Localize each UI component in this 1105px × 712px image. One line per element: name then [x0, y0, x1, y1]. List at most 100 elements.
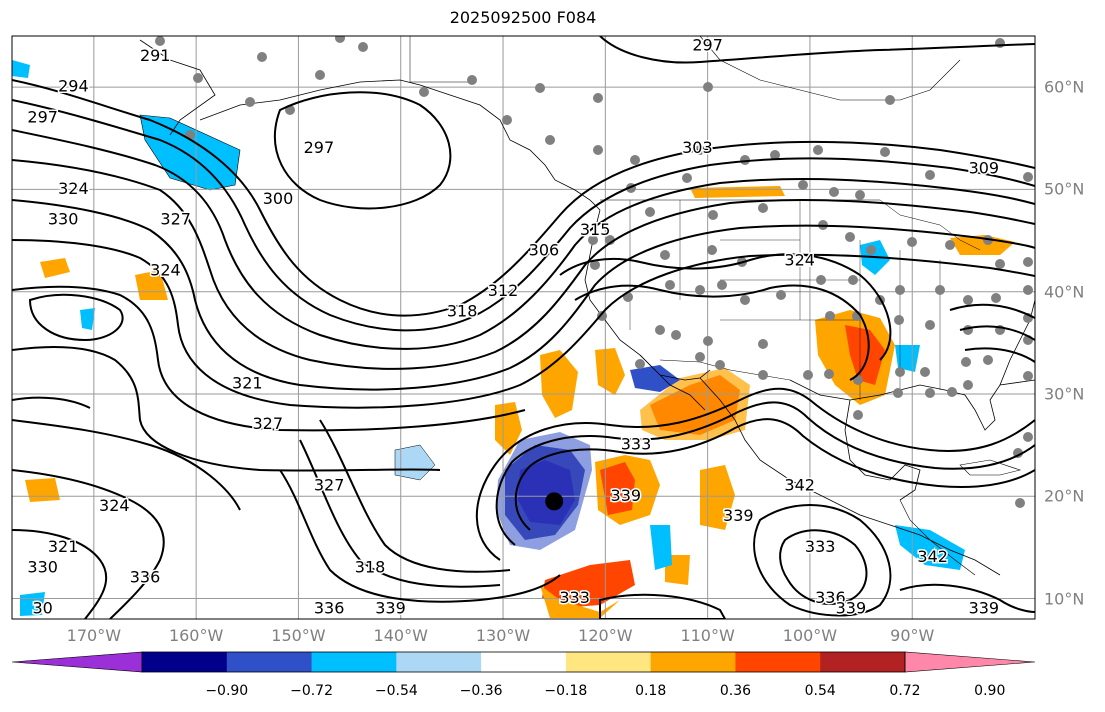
contour-label: 339 [611, 486, 642, 505]
fill-pacific-orange-2 [595, 348, 625, 395]
station-dot [695, 285, 705, 295]
contour-label: 309 [969, 158, 1000, 177]
fill-small-blue-5 [20, 592, 45, 616]
yucatan [889, 464, 921, 501]
contour-line [964, 347, 1035, 363]
station-dot [855, 190, 865, 200]
contour-label: 339 [375, 598, 406, 617]
colorbar-segment [311, 652, 397, 672]
contour-line [28, 293, 124, 342]
latitude-label: 40°N [1044, 282, 1085, 302]
station-markers [155, 36, 1033, 508]
contour-label: 312 [488, 281, 519, 300]
fill-small-orange-3 [25, 478, 60, 502]
latitude-label: 20°N [1044, 486, 1085, 506]
station-dot [590, 260, 600, 270]
contour-line [299, 439, 501, 588]
contour-label: 324 [58, 179, 89, 198]
station-dot [1023, 432, 1033, 442]
contour-line [959, 325, 1035, 341]
contour-line [574, 284, 870, 381]
station-dot [593, 145, 603, 155]
colorbar-tick-label: 0.18 [635, 683, 667, 699]
contour-line [12, 79, 1035, 317]
fill-south-orange [542, 560, 635, 608]
contour-line [753, 504, 892, 617]
contour-line [779, 529, 868, 605]
map-gridlines [12, 36, 1035, 619]
contour-label: 321 [48, 537, 79, 556]
station-dot [995, 38, 1005, 48]
contour-label: 294 [58, 77, 89, 96]
contour-line [12, 239, 1035, 409]
hudson-coast [699, 36, 961, 101]
colorbar-segment [226, 652, 313, 672]
station-dot [758, 203, 768, 213]
station-dot [963, 325, 973, 335]
station-dot [1023, 257, 1033, 267]
weather-map: 2912942972972973003033063093123153183183… [11, 35, 1036, 620]
contour-label: 297 [27, 107, 58, 126]
station-dot [335, 36, 345, 43]
colorbar-segment [650, 652, 736, 672]
theta-e-contours [12, 36, 1035, 619]
fill-blue-baja [630, 365, 680, 392]
station-dot [740, 155, 750, 165]
station-dot [597, 311, 607, 321]
station-dot [155, 36, 165, 46]
longitude-label: 90°W [890, 626, 935, 645]
contour-label: 336 [130, 568, 161, 587]
contour-line [599, 36, 1035, 64]
contour-label: 327 [160, 210, 191, 229]
colorbar-tick-label: 0.72 [889, 683, 921, 699]
station-dot [853, 410, 863, 420]
station-dot [588, 235, 598, 245]
station-dot [920, 367, 930, 377]
station-dot [358, 42, 368, 52]
colorbar [11, 651, 1036, 673]
station-dot [1015, 498, 1025, 508]
contour-line [12, 159, 1035, 370]
station-dot [895, 285, 905, 295]
fill-texas-red [845, 325, 885, 385]
contour-line [12, 396, 91, 409]
station-dot [824, 369, 834, 379]
contour-line [12, 419, 241, 511]
station-dot [593, 93, 603, 103]
baja-california [639, 354, 711, 411]
station-dot [845, 232, 855, 242]
station-dot [945, 240, 955, 250]
station-dot [695, 352, 705, 362]
contour-label: 330 [48, 210, 79, 229]
map-title: 2025092500 F084 [449, 8, 597, 27]
station-dot [1023, 371, 1033, 381]
fill-small-orange-1 [40, 258, 70, 278]
fill-small-blue-4 [12, 60, 30, 78]
colorbar-tick-label: −0.36 [459, 683, 503, 699]
contour-line [12, 199, 1035, 391]
colorbar-frame [141, 651, 906, 673]
fill-small-blue-2 [650, 525, 672, 570]
station-dot [893, 388, 903, 398]
contour-line [475, 387, 1035, 561]
station-dot [708, 210, 718, 220]
fill-small-blue-1 [80, 308, 95, 330]
contour-label: 333 [805, 537, 836, 556]
contour-label: 324 [99, 496, 130, 515]
contour-label: 306 [529, 240, 560, 259]
station-dot [803, 370, 813, 380]
station-dot [825, 311, 835, 321]
contour-label: 297 [692, 36, 723, 55]
longitude-label: 130°W [475, 626, 531, 645]
contour-label: 324 [784, 251, 815, 270]
contour-line [599, 593, 727, 619]
contour-label: 333 [621, 435, 652, 454]
contour-label: 318 [447, 302, 478, 321]
contour-line [319, 419, 511, 573]
colorbar-segment [735, 652, 821, 672]
contour-line [12, 346, 441, 472]
station-dot [770, 150, 780, 160]
station-dot [467, 75, 477, 85]
fill-storm-blue [496, 432, 592, 550]
contour-line [12, 529, 108, 619]
